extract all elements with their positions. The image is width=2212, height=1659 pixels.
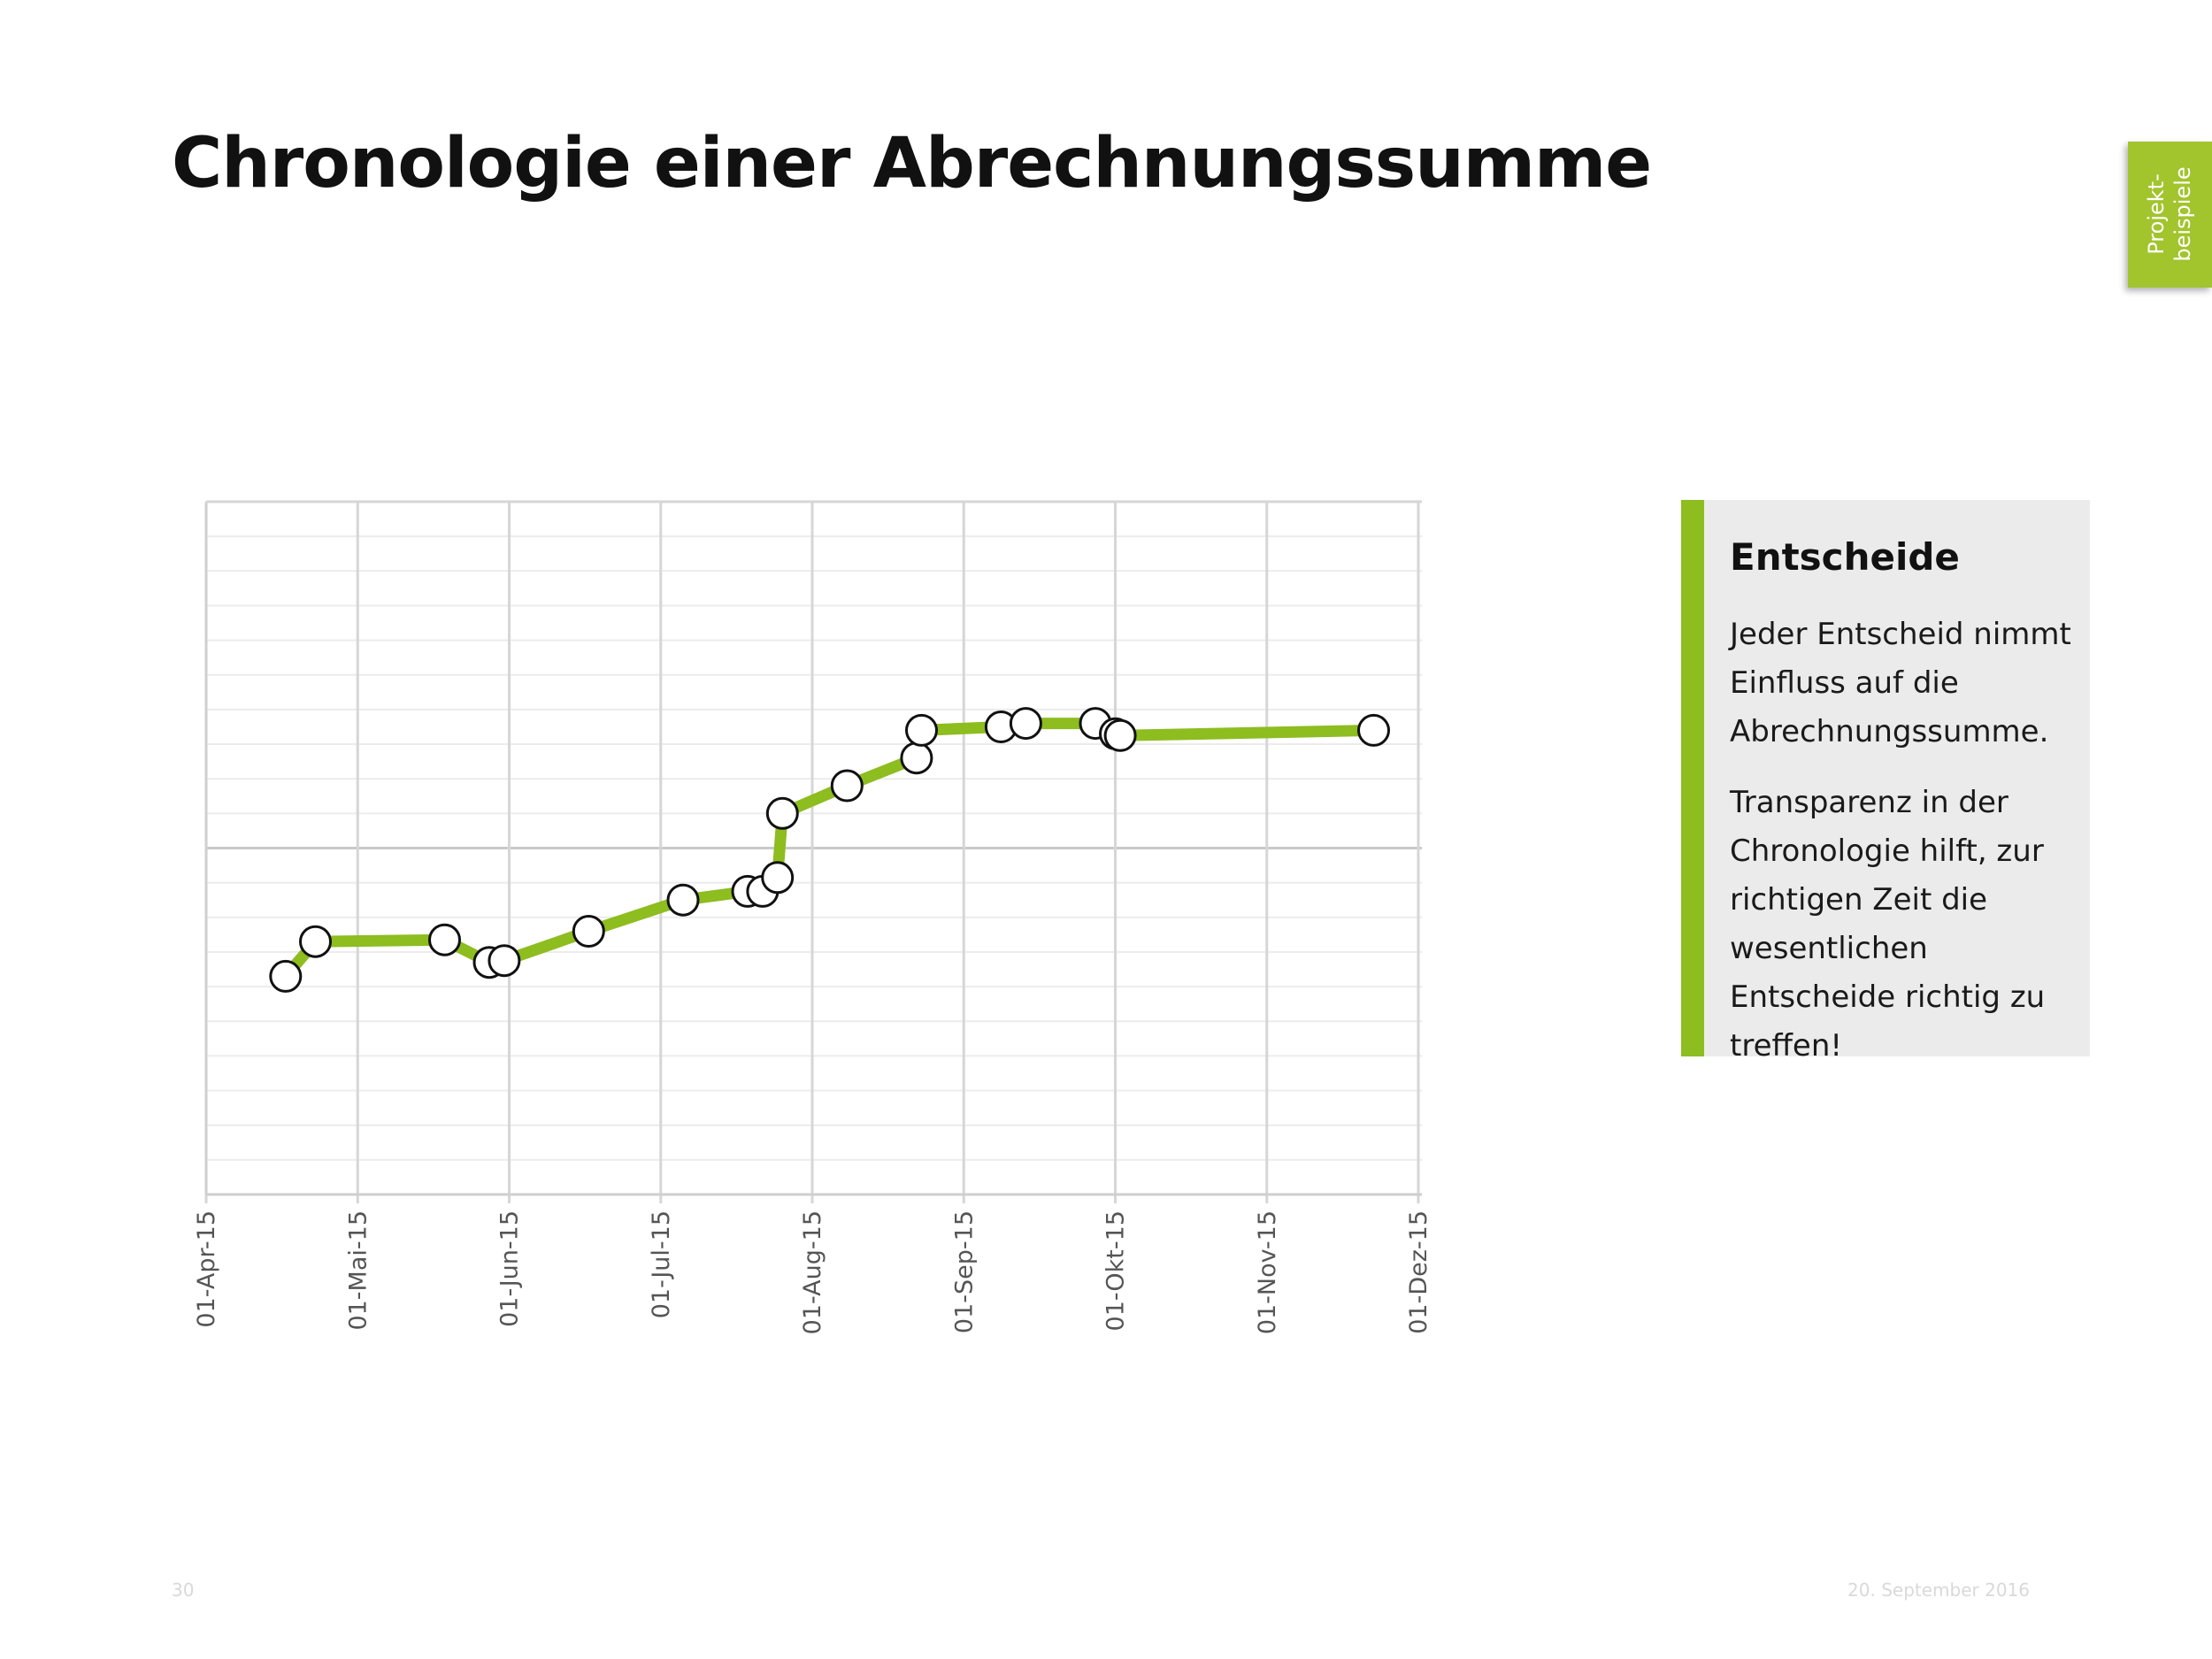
data-point — [299, 925, 332, 958]
series-layer — [269, 707, 1390, 993]
x-tick-label: 01-Aug-15 — [799, 1210, 826, 1334]
x-tick-label: 01-Apr-15 — [193, 1210, 220, 1328]
data-point — [488, 944, 521, 978]
info-box: Entscheide Jeder Entscheid nimmt Einflus… — [1681, 500, 2090, 1064]
x-tick-label: 01-Okt-15 — [1102, 1210, 1130, 1331]
data-point — [666, 883, 700, 917]
info-box-heading: Entscheide — [1730, 535, 1960, 579]
section-tab-line2: beispiele — [2170, 166, 2195, 262]
section-tab-line1: Projekt- — [2144, 173, 2169, 255]
info-box-paragraph-1: Jeder Entscheid nimmt Einfluss auf die A… — [1730, 617, 2071, 749]
data-point — [428, 923, 461, 956]
x-tick-label: 01-Mai-15 — [344, 1210, 372, 1331]
x-tick-labels: 01-Apr-15 01-Mai-15 01-Jun-15 01-Jul-15 01-A… — [193, 1210, 1432, 1334]
section-tab[interactable]: Projekt- beispiele — [2128, 142, 2212, 288]
line-chart: 01-Apr-15 01-Mai-15 01-Jun-15 01-Jul-15 01-A… — [193, 500, 1432, 1334]
data-point — [765, 796, 799, 830]
data-point — [572, 915, 605, 948]
x-tick-label: 01-Dez-15 — [1405, 1210, 1432, 1334]
x-tick-label: 01-Jun-15 — [496, 1210, 524, 1327]
info-box-accent-bar — [1681, 500, 1704, 1056]
info-box-paragraph-2: Transparenz in der Chronologie hilft, zu… — [1730, 785, 2046, 1064]
page-title: Chronologie einer Abrechnungssumme — [172, 124, 1652, 204]
chart-grid — [204, 501, 1422, 1203]
x-tick-label: 01-Jul-15 — [648, 1210, 675, 1318]
data-point — [269, 959, 303, 993]
x-tick-label: 01-Sep-15 — [950, 1210, 978, 1333]
data-point — [1009, 707, 1042, 741]
page-number: 30 — [172, 1579, 195, 1601]
data-point — [761, 861, 795, 895]
data-point — [830, 769, 864, 803]
data-point — [1103, 718, 1137, 752]
chart-axes — [204, 500, 1422, 1196]
section-tab-label: Projekt- beispiele — [2143, 166, 2196, 261]
footer-date: 20. September 2016 — [1847, 1579, 2030, 1601]
data-point — [1357, 713, 1390, 747]
data-point — [900, 741, 933, 775]
x-tick-label: 01-Nov-15 — [1254, 1210, 1281, 1334]
data-point — [905, 713, 938, 747]
